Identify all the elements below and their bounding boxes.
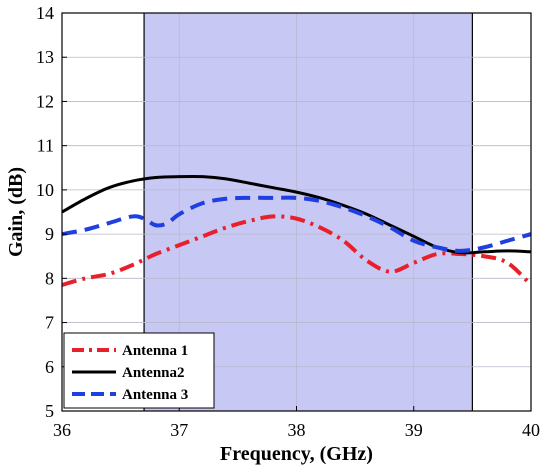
y-tick-label: 10 [36,180,54,200]
y-tick-label: 11 [37,136,54,156]
y-tick-label: 8 [45,268,54,288]
x-tick-label: 39 [405,420,423,440]
series-line-3 [62,195,531,253]
x-axis-label: Frequency, (GHz) [220,443,373,465]
legend-label-3: Antenna 3 [122,387,188,403]
y-tick-label: 6 [45,357,54,377]
y-tick-label: 14 [36,3,54,23]
legend: Antenna 1 Antenna2 Antenna 3 [63,332,215,409]
x-tick-label: 36 [53,420,71,440]
x-tick-label: 40 [522,420,540,440]
legend-label-2: Antenna2 [122,365,185,381]
series-line-1 [62,214,531,287]
series-layer [62,174,531,287]
y-tick-label: 12 [36,91,54,111]
y-tick-label: 5 [45,401,54,421]
tick-layer: 36 37 38 39 40 5 6 7 8 9 10 11 12 13 14 [36,3,540,440]
y-tick-label: 9 [45,224,54,244]
legend-label-1: Antenna 1 [122,343,188,359]
x-tick-label: 37 [170,420,188,440]
x-tick-label: 38 [288,420,306,440]
y-tick-label: 7 [45,313,54,333]
series-line-2 [62,174,531,255]
y-axis-label: Gain, (dB) [5,167,27,257]
y-tick-label: 13 [36,47,54,67]
